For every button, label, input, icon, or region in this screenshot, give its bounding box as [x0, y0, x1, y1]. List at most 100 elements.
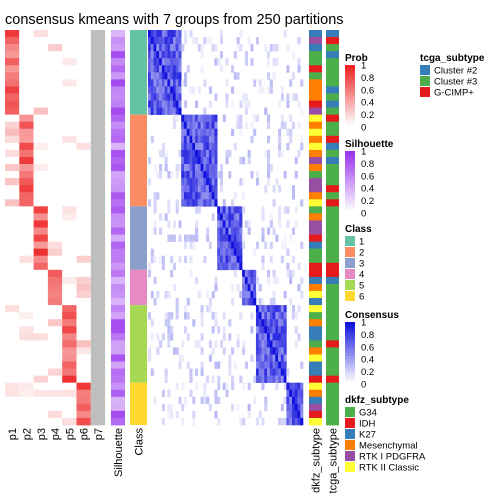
- consensus-cell: [219, 178, 224, 186]
- consensus-cell: [206, 305, 210, 313]
- prob-cell: [47, 65, 63, 73]
- silhouette-cell: [111, 220, 125, 228]
- consensus-cell: [183, 396, 188, 405]
- consensus-cell: [222, 347, 226, 355]
- consensus-cell: [170, 44, 174, 52]
- consensus-cell: [167, 333, 171, 341]
- consensus-cell: [272, 305, 276, 313]
- consensus-cell: [269, 298, 273, 306]
- prob-cell: [33, 100, 48, 108]
- consensus-cell: [269, 340, 273, 348]
- consensus-cell: [239, 262, 243, 271]
- consensus-cell: [206, 171, 210, 179]
- prob-cell: [90, 86, 106, 94]
- consensus-cell: [283, 171, 287, 179]
- consensus-cell: [208, 178, 212, 186]
- consensus-cell: [294, 417, 298, 426]
- prob-cell: [19, 44, 34, 52]
- consensus-cell: [225, 206, 229, 214]
- consensus-cell: [217, 206, 221, 214]
- prob-cell: [62, 93, 77, 101]
- consensus-cell: [244, 58, 248, 66]
- consensus-cell: [280, 121, 284, 130]
- consensus-cell: [159, 255, 163, 264]
- prob-cell: [19, 276, 34, 285]
- consensus-cell: [280, 326, 284, 334]
- consensus-cell: [175, 206, 179, 214]
- consensus-cell: [300, 276, 304, 285]
- consensus-cell: [278, 368, 282, 376]
- consensus-cell: [192, 86, 196, 94]
- consensus-cell: [148, 79, 152, 87]
- legend-item-label: G-CIMP+: [434, 88, 474, 99]
- consensus-cell: [253, 298, 257, 306]
- prob-cell: [5, 234, 20, 242]
- consensus-cell: [233, 255, 237, 264]
- consensus-cell: [208, 199, 212, 207]
- prob-cell: [5, 403, 20, 412]
- consensus-cell: [175, 298, 179, 306]
- prob-cell: [76, 382, 91, 391]
- consensus-cell: [300, 396, 304, 405]
- consensus-cell: [167, 312, 171, 320]
- prob-cell: [19, 396, 34, 405]
- legend-gradient-step: [345, 331, 355, 335]
- prob-cell: [33, 185, 48, 193]
- consensus-cell: [150, 135, 154, 144]
- consensus-cell: [167, 199, 171, 207]
- consensus-cell: [214, 44, 218, 52]
- prob-cell: [47, 107, 63, 116]
- consensus-cell: [183, 192, 188, 200]
- consensus-cell: [195, 276, 199, 285]
- prob-cell: [62, 72, 77, 80]
- consensus-cell: [261, 319, 265, 327]
- consensus-cell: [278, 354, 282, 362]
- consensus-cell: [203, 255, 207, 264]
- consensus-cell: [255, 319, 260, 327]
- consensus-cell: [289, 234, 293, 242]
- consensus-cell: [197, 114, 201, 122]
- consensus-cell: [242, 382, 246, 391]
- consensus-cell: [195, 340, 199, 348]
- silhouette-cell: [111, 333, 125, 341]
- prob-cell: [47, 171, 63, 179]
- consensus-cell: [294, 410, 298, 419]
- prob-cell: [33, 396, 48, 405]
- silhouette-cell: [111, 241, 125, 250]
- consensus-cell: [228, 213, 232, 221]
- consensus-cell: [148, 72, 152, 80]
- legend-title: Class: [345, 224, 372, 235]
- legend-gradient-step: [345, 99, 355, 103]
- prob-cell: [19, 199, 34, 207]
- consensus-cell: [211, 375, 215, 383]
- consensus-cell: [150, 65, 154, 73]
- prob-cell: [33, 213, 48, 221]
- consensus-cell: [300, 241, 304, 249]
- prob-cell: [90, 227, 106, 235]
- consensus-cell: [283, 333, 287, 341]
- tcga-cell: [326, 114, 339, 123]
- consensus-cell: [294, 389, 298, 398]
- consensus-cell: [286, 220, 290, 228]
- consensus-cell: [255, 354, 260, 362]
- prob-cell: [76, 248, 91, 257]
- consensus-cell: [231, 128, 235, 137]
- consensus-cell: [183, 114, 188, 122]
- silhouette-cell: [111, 72, 125, 80]
- prob-cell: [33, 283, 48, 292]
- consensus-cell: [267, 333, 271, 341]
- consensus-cell: [161, 30, 165, 38]
- consensus-cell: [161, 93, 165, 101]
- consensus-cell: [159, 58, 163, 66]
- consensus-cell: [195, 114, 199, 122]
- consensus-cell: [291, 93, 295, 101]
- tcga-cell: [326, 171, 339, 179]
- prob-cell: [62, 290, 77, 299]
- consensus-cell: [203, 396, 207, 405]
- prob-cell: [90, 156, 106, 165]
- consensus-cell: [222, 234, 226, 242]
- consensus-cell: [219, 30, 224, 38]
- prob-heatmap: [5, 30, 106, 426]
- legend-gradient-step: [345, 120, 355, 125]
